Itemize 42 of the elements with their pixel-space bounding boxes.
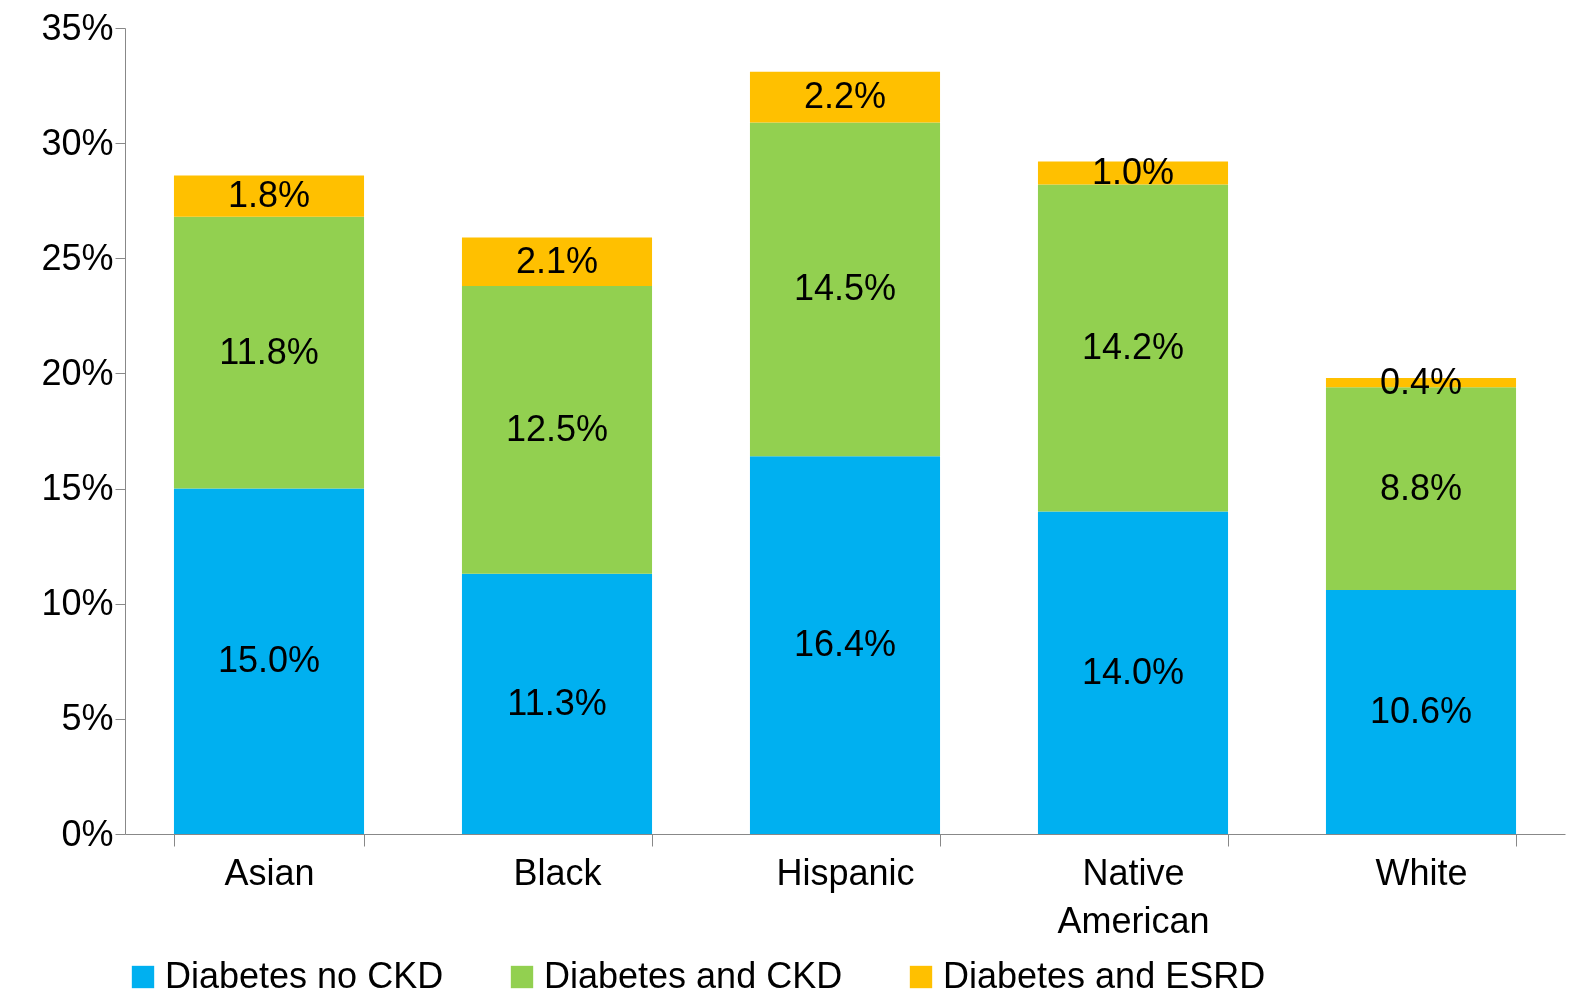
bar bbox=[1037, 511, 1229, 834]
bar bbox=[173, 175, 365, 217]
data-label: 14.2% bbox=[1081, 326, 1185, 368]
data-label: 11.8% bbox=[219, 330, 319, 372]
bar bbox=[173, 216, 365, 489]
data-label: 16.4% bbox=[793, 623, 897, 665]
data-label: 12.5% bbox=[505, 407, 609, 449]
x-tick-label: Hispanic bbox=[776, 851, 915, 893]
x-tick-label: Asian bbox=[224, 851, 315, 893]
data-label: 2.1% bbox=[515, 239, 599, 281]
data-label: 14.5% bbox=[793, 267, 897, 309]
legend-label: Diabetes and ESRD bbox=[943, 955, 1266, 996]
legend-label: Diabetes no CKD bbox=[165, 955, 444, 996]
y-tick-label: 35% bbox=[41, 6, 114, 48]
data-label: 1.0% bbox=[1091, 151, 1175, 193]
y-tick-label: 15% bbox=[41, 467, 114, 509]
bar bbox=[461, 573, 653, 834]
bar bbox=[749, 71, 941, 123]
bar bbox=[173, 488, 365, 834]
bar bbox=[461, 285, 653, 574]
x-tick-label: White bbox=[1375, 851, 1468, 893]
legend-label: Diabetes and CKD bbox=[544, 955, 843, 996]
data-label: 11.3% bbox=[507, 681, 607, 723]
data-label: 2.2% bbox=[803, 75, 887, 117]
x-tick-label: Black bbox=[513, 851, 603, 893]
data-label: 1.8% bbox=[227, 174, 311, 216]
y-tick-label: 5% bbox=[61, 697, 114, 739]
y-tick-label: 25% bbox=[41, 236, 114, 278]
data-label: 8.8% bbox=[1379, 466, 1463, 508]
y-tick-label: 30% bbox=[41, 121, 114, 163]
bar bbox=[461, 237, 653, 286]
y-tick-label: 20% bbox=[41, 351, 114, 393]
data-label: 10.6% bbox=[1369, 689, 1473, 731]
bar bbox=[749, 122, 941, 457]
y-tick-label: 10% bbox=[41, 582, 114, 624]
bar bbox=[1325, 589, 1517, 834]
bar bbox=[1037, 184, 1229, 512]
x-tick-label: Native American bbox=[1057, 851, 1210, 941]
data-label: 15.0% bbox=[217, 639, 321, 681]
y-tick-label: 0% bbox=[61, 812, 114, 854]
data-label: 14.0% bbox=[1081, 650, 1185, 692]
bar bbox=[749, 456, 941, 834]
